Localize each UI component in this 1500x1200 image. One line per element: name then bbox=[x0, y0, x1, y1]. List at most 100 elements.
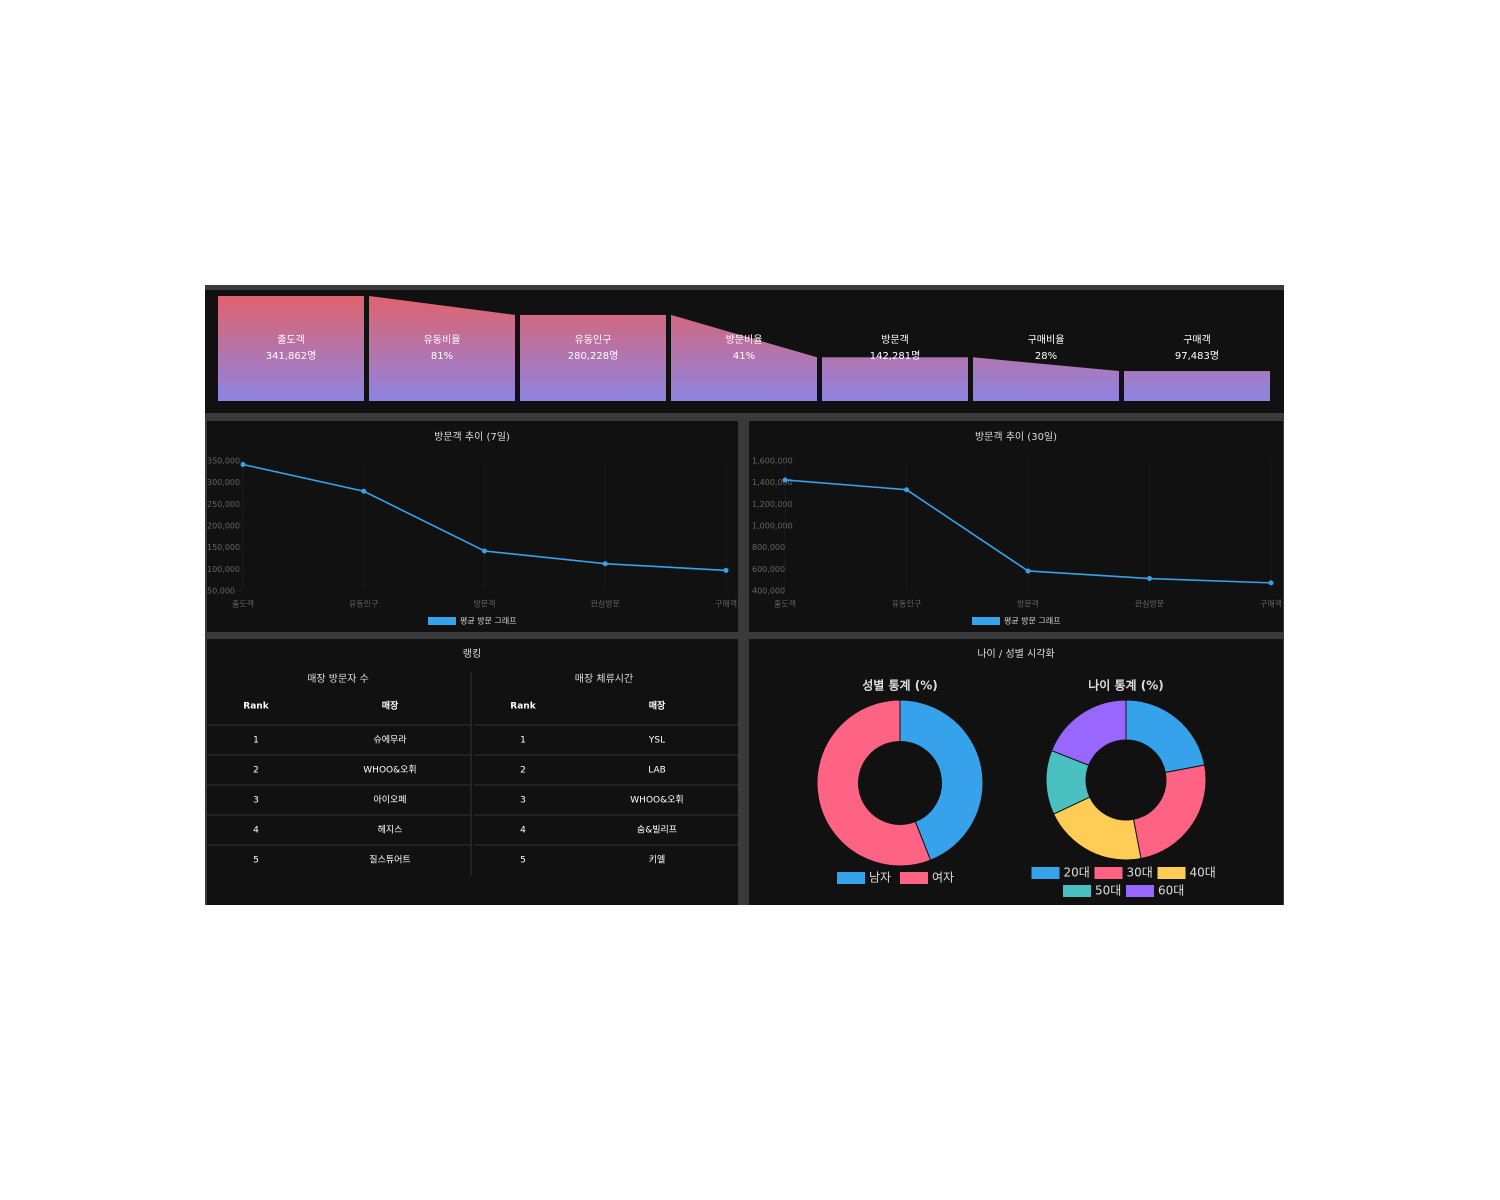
table-cell: 헤지스 bbox=[378, 824, 403, 836]
doughnut-slice bbox=[1132, 764, 1207, 860]
column-header: Rank bbox=[510, 702, 536, 712]
funnel-ratio bbox=[973, 357, 1119, 401]
funnel-bar bbox=[218, 296, 364, 401]
x-tick-label: 방문객 bbox=[1017, 599, 1039, 609]
point bbox=[1268, 580, 1274, 586]
table-cell: 1 bbox=[253, 736, 259, 746]
line-panel bbox=[749, 421, 1283, 632]
point bbox=[904, 487, 909, 493]
point bbox=[1025, 568, 1031, 574]
legend-label: 60대 bbox=[1158, 884, 1184, 898]
y-tick-label: 150,000 bbox=[207, 543, 240, 552]
x-tick-label: 유동인구 bbox=[349, 599, 378, 609]
point bbox=[482, 548, 487, 554]
table-cell: LAB bbox=[648, 766, 666, 776]
legend-swatch bbox=[837, 872, 865, 884]
x-tick-label: 출도객 bbox=[774, 599, 796, 609]
y-tick-label: 1,200,000 bbox=[752, 500, 793, 509]
funnel-label: 유동비율 bbox=[424, 334, 461, 346]
point bbox=[782, 477, 788, 483]
legend-label: 여자 bbox=[932, 871, 954, 885]
funnel-label: 구매비율 bbox=[1028, 334, 1065, 346]
table-cell: 2 bbox=[520, 766, 526, 776]
funnel-ratio bbox=[369, 296, 515, 401]
x-tick-label: 관심방문 bbox=[591, 599, 620, 609]
y-tick-label: 250,000 bbox=[207, 500, 240, 509]
y-tick-label: 200,000 bbox=[207, 522, 240, 531]
ranking-panel bbox=[207, 639, 738, 905]
table-cell: 3 bbox=[253, 796, 259, 806]
legend-swatch bbox=[1063, 885, 1091, 897]
y-tick-label: 400,000 bbox=[752, 587, 785, 596]
legend-swatch bbox=[1094, 867, 1123, 879]
legend-swatch bbox=[428, 617, 456, 625]
table-title: 매장 체류시간 bbox=[575, 673, 633, 685]
table-cell: 3 bbox=[520, 796, 526, 806]
legend-swatch bbox=[972, 617, 1000, 625]
table-cell: 질스튜어트 bbox=[369, 854, 410, 866]
funnel-value: 97,483명 bbox=[1175, 350, 1219, 362]
table-cell: 슈에무라 bbox=[373, 735, 407, 746]
funnel-value: 341,862명 bbox=[266, 350, 317, 362]
chart-title: 방문객 추이 (7일) bbox=[434, 431, 510, 443]
table-cell: 1 bbox=[520, 736, 526, 746]
funnel-label: 구매객 bbox=[1183, 334, 1211, 346]
y-tick-label: 350,000 bbox=[207, 457, 240, 466]
legend-swatch bbox=[900, 872, 928, 884]
point bbox=[602, 561, 608, 567]
y-tick-label: 1,400,000 bbox=[752, 478, 793, 487]
table-cell: 5 bbox=[520, 856, 526, 866]
funnel-label: 출도객 bbox=[277, 334, 305, 346]
table-cell: WHOO&오휘 bbox=[630, 795, 683, 806]
table-cell: 4 bbox=[520, 826, 526, 836]
y-tick-label: 100,000 bbox=[207, 565, 240, 574]
doughnut-slice bbox=[816, 699, 932, 867]
x-tick-label: 유동인구 bbox=[892, 599, 921, 609]
column-header: 매장 bbox=[649, 700, 666, 712]
chart-title: 방문객 추이 (30일) bbox=[975, 431, 1057, 443]
y-tick-label: 1,000,000 bbox=[752, 522, 793, 531]
legend-label: 남자 bbox=[869, 871, 891, 885]
funnel-bar bbox=[822, 357, 968, 401]
panel-title: 나이 / 성별 시각화 bbox=[977, 648, 1054, 660]
column-header: 매장 bbox=[382, 700, 399, 712]
funnel-value: 81% bbox=[431, 351, 453, 362]
legend-swatch bbox=[1157, 867, 1186, 879]
dashboard: 랭킹 나이 / 성별 시각화 출도객341,862명유동비율81%유동인구280… bbox=[205, 285, 1284, 905]
legend-label: 20대 bbox=[1064, 866, 1090, 880]
table-cell: 4 bbox=[253, 826, 259, 836]
table-cell: 키엘 bbox=[649, 855, 666, 866]
funnel-label: 방문비율 bbox=[726, 334, 763, 346]
point bbox=[1147, 576, 1152, 582]
x-tick-label: 출도객 bbox=[232, 599, 254, 609]
funnel-value: 280,228명 bbox=[568, 350, 619, 362]
funnel-bar bbox=[1124, 371, 1270, 401]
doughnut-slice bbox=[899, 699, 984, 861]
x-tick-label: 구매객 bbox=[1260, 599, 1282, 609]
funnel-label: 유동인구 bbox=[575, 334, 612, 346]
x-tick-label: 구매객 bbox=[715, 599, 737, 609]
chart-title: 성별 통계 (%) bbox=[862, 678, 938, 693]
point bbox=[723, 567, 729, 573]
table-cell: 2 bbox=[253, 766, 259, 776]
legend-swatch bbox=[1031, 867, 1060, 879]
table-title: 매장 방문자 수 bbox=[307, 673, 369, 685]
doughnut-slice bbox=[1050, 699, 1127, 766]
table-cell: YSL bbox=[648, 736, 665, 746]
y-tick-label: 600,000 bbox=[752, 565, 785, 574]
legend-label: 30대 bbox=[1127, 866, 1153, 880]
table-cell: WHOO&오휘 bbox=[363, 765, 416, 776]
legend-label: 40대 bbox=[1190, 866, 1216, 880]
legend-swatch bbox=[1126, 885, 1154, 897]
panel-title: 랭킹 bbox=[463, 648, 481, 660]
x-tick-label: 관심방문 bbox=[1135, 599, 1164, 609]
table-cell: 5 bbox=[253, 856, 259, 866]
point bbox=[361, 488, 367, 494]
y-tick-label: 1,600,000 bbox=[752, 457, 793, 466]
funnel-label: 방문객 bbox=[881, 334, 909, 346]
line-panel bbox=[207, 421, 738, 632]
y-tick-label: 800,000 bbox=[752, 543, 785, 552]
point bbox=[240, 462, 246, 468]
y-tick-label: 300,000 bbox=[207, 478, 240, 487]
